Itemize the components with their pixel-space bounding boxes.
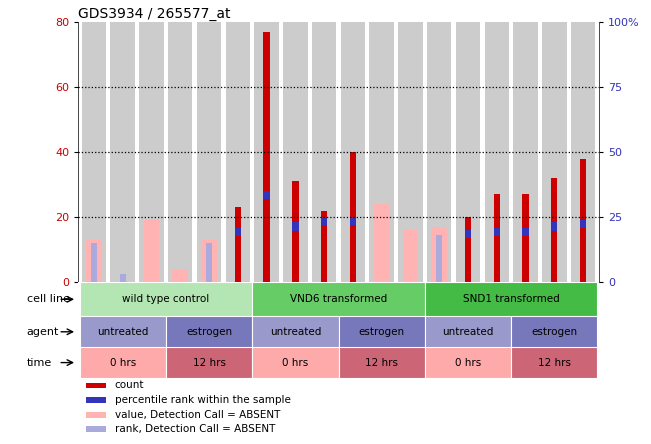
Text: SND1 transformed: SND1 transformed xyxy=(463,294,560,304)
Bar xyxy=(425,347,511,378)
Bar xyxy=(511,317,598,347)
Bar xyxy=(79,317,166,347)
Text: 12 hrs: 12 hrs xyxy=(538,357,571,368)
Bar xyxy=(79,282,252,317)
Bar xyxy=(493,228,500,236)
Text: 12 hrs: 12 hrs xyxy=(365,357,398,368)
Bar xyxy=(234,228,241,236)
Bar xyxy=(465,230,471,238)
Bar xyxy=(292,222,299,230)
Bar xyxy=(402,230,419,282)
Text: 12 hrs: 12 hrs xyxy=(193,357,225,368)
Bar xyxy=(522,228,529,236)
Bar xyxy=(82,22,106,282)
Bar xyxy=(252,317,339,347)
Bar xyxy=(264,191,270,199)
Bar xyxy=(321,211,327,282)
Bar xyxy=(120,274,126,282)
Text: estrogen: estrogen xyxy=(186,327,232,337)
Text: VND6 transformed: VND6 transformed xyxy=(290,294,387,304)
Bar xyxy=(197,22,221,282)
Bar xyxy=(370,22,394,282)
Bar xyxy=(427,22,451,282)
Bar xyxy=(292,182,299,282)
Text: untreated: untreated xyxy=(442,327,493,337)
Bar xyxy=(340,22,365,282)
Text: estrogen: estrogen xyxy=(359,327,405,337)
Bar xyxy=(264,32,270,282)
Bar xyxy=(321,217,327,225)
Bar xyxy=(226,22,250,282)
Bar xyxy=(551,178,557,282)
Text: value, Detection Call = ABSENT: value, Detection Call = ABSENT xyxy=(115,410,280,420)
Bar xyxy=(350,152,356,282)
Bar xyxy=(252,347,339,378)
Bar xyxy=(255,22,279,282)
Bar xyxy=(166,347,252,378)
Bar xyxy=(90,243,97,282)
Bar xyxy=(201,240,217,282)
Bar xyxy=(86,412,105,418)
Bar xyxy=(166,317,252,347)
Text: wild type control: wild type control xyxy=(122,294,210,304)
Text: GDS3934 / 265577_at: GDS3934 / 265577_at xyxy=(78,7,230,21)
Bar xyxy=(465,217,471,282)
Bar xyxy=(571,22,595,282)
Bar xyxy=(551,222,557,230)
Bar xyxy=(432,227,447,282)
Bar xyxy=(580,220,587,228)
Text: agent: agent xyxy=(27,327,59,337)
Bar xyxy=(493,194,500,282)
Text: 0 hrs: 0 hrs xyxy=(109,357,136,368)
Bar xyxy=(86,397,105,403)
Text: time: time xyxy=(27,357,52,368)
Bar xyxy=(514,22,538,282)
Bar xyxy=(234,207,241,282)
Bar xyxy=(339,317,425,347)
Bar xyxy=(139,22,163,282)
Text: untreated: untreated xyxy=(97,327,148,337)
Bar xyxy=(511,347,598,378)
Bar xyxy=(79,347,166,378)
Bar xyxy=(168,22,193,282)
Bar xyxy=(580,159,587,282)
Bar xyxy=(456,22,480,282)
Text: estrogen: estrogen xyxy=(531,327,577,337)
Text: cell line: cell line xyxy=(27,294,70,304)
Bar xyxy=(425,317,511,347)
Bar xyxy=(283,22,307,282)
Bar xyxy=(484,22,509,282)
Bar xyxy=(425,282,598,317)
Text: 0 hrs: 0 hrs xyxy=(455,357,481,368)
Bar xyxy=(86,240,102,282)
Bar xyxy=(398,22,422,282)
Bar xyxy=(436,235,443,282)
Bar xyxy=(144,221,159,282)
Bar xyxy=(374,204,389,282)
Bar xyxy=(111,22,135,282)
Bar xyxy=(339,347,425,378)
Bar xyxy=(252,282,425,317)
Text: rank, Detection Call = ABSENT: rank, Detection Call = ABSENT xyxy=(115,424,275,434)
Bar xyxy=(542,22,566,282)
Bar xyxy=(86,383,105,388)
Bar xyxy=(173,269,188,282)
Text: count: count xyxy=(115,381,144,390)
Text: percentile rank within the sample: percentile rank within the sample xyxy=(115,395,290,405)
Bar xyxy=(312,22,337,282)
Bar xyxy=(522,194,529,282)
Bar xyxy=(86,427,105,432)
Bar xyxy=(350,217,356,225)
Bar xyxy=(206,243,212,282)
Text: untreated: untreated xyxy=(270,327,321,337)
Text: 0 hrs: 0 hrs xyxy=(283,357,309,368)
